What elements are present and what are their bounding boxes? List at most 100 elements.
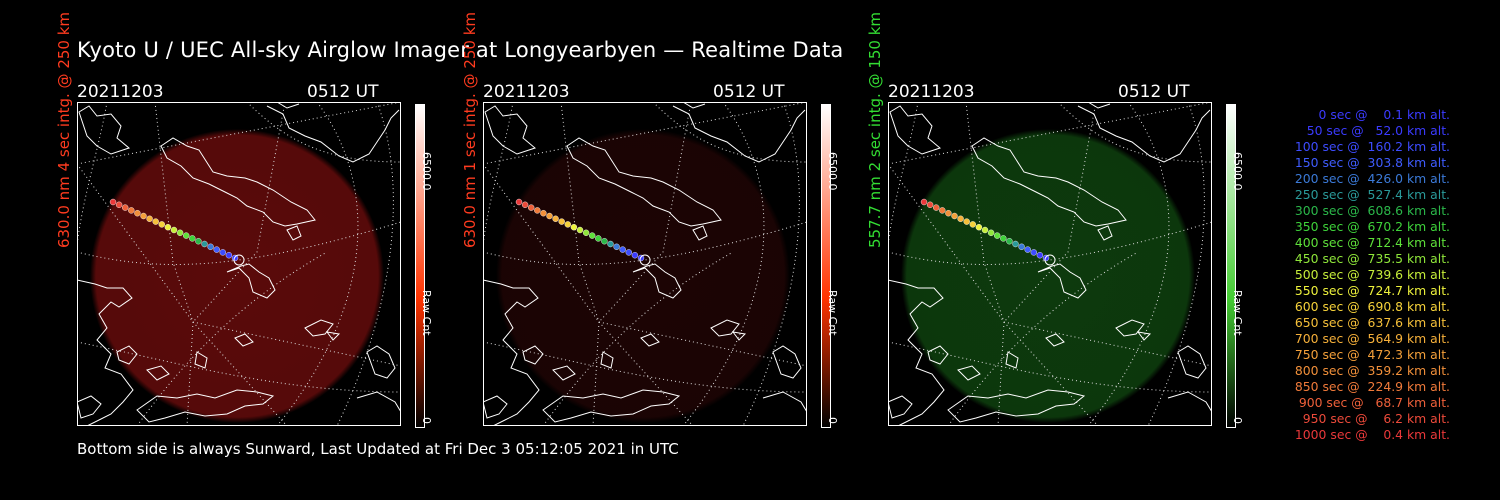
colorbar-max: 6500.0	[420, 152, 433, 191]
trajectory-point	[1042, 254, 1050, 262]
coastline	[888, 102, 1212, 426]
colorbar-min: 0	[1231, 417, 1244, 424]
trajectory-point	[576, 226, 584, 234]
legend-row: 150 sec @ 303.8 km alt.	[1290, 155, 1450, 170]
trajectory-point	[1030, 249, 1038, 256]
allsky-image	[77, 102, 401, 426]
trajectory-point	[128, 207, 135, 214]
colorbar-max: 6500.0	[1231, 152, 1244, 191]
panel-wavelength-label: 557.7 nm 2 sec intg. @ 150 km	[866, 11, 884, 249]
allsky-image	[483, 102, 807, 426]
trajectory-point	[926, 201, 934, 209]
legend-row: 500 sec @ 739.6 km alt.	[1290, 267, 1450, 282]
station-marker	[1044, 254, 1056, 266]
legend-row: 700 sec @ 564.9 km alt.	[1290, 331, 1450, 346]
legend-row: 0 sec @ 0.1 km alt.	[1306, 107, 1450, 122]
trajectory-point	[987, 229, 995, 237]
trajectory-point	[231, 254, 239, 262]
trajectory-point	[207, 243, 214, 251]
trajectory-point	[528, 204, 535, 211]
station-marker	[233, 254, 245, 266]
trajectory-point	[540, 209, 547, 217]
geo-grid	[483, 102, 807, 426]
coastline	[483, 102, 807, 426]
legend-row: 950 sec @ 6.2 km alt.	[1298, 411, 1450, 426]
station-marker	[639, 254, 651, 266]
trajectory-point	[515, 198, 523, 206]
footer-note: Bottom side is always Sunward, Last Upda…	[77, 440, 679, 458]
trajectory-point	[631, 251, 639, 259]
legend-row: 550 sec @ 724.7 km alt.	[1290, 283, 1450, 298]
legend-row: 200 sec @ 426.0 km alt.	[1290, 171, 1450, 186]
trajectory-point	[564, 221, 572, 228]
legend-row: 1000 sec @ 0.4 km alt.	[1294, 427, 1450, 442]
trajectory-point	[582, 229, 590, 237]
colorbar-min: 0	[826, 417, 839, 424]
trajectory-point	[951, 212, 958, 220]
trajectory-point	[134, 209, 141, 217]
trajectory-point	[140, 212, 147, 220]
trajectory-point	[195, 237, 202, 245]
page-title: Kyoto U / UEC All-sky Airglow Imager at …	[77, 38, 844, 62]
panel-time: 0512 UT	[307, 82, 379, 102]
colorbar-unit: Raw Cnt	[420, 290, 433, 336]
trajectory-point	[152, 218, 159, 225]
trajectory-point	[619, 246, 626, 253]
airglow-disk	[90, 129, 384, 423]
trajectory-point	[975, 223, 983, 231]
panel-wavelength-label: 630.0 nm 4 sec intg. @ 250 km	[55, 11, 73, 249]
airglow-disk	[496, 129, 790, 423]
panel-630nm-4sec: 20211203 0512 UT 630.0 nm 4 sec intg. @ …	[55, 12, 437, 432]
legend-row: 350 sec @ 670.2 km alt.	[1290, 219, 1450, 234]
colorbar	[1226, 104, 1236, 428]
panel-date: 20211203	[77, 82, 164, 102]
legend-row: 600 sec @ 690.8 km alt.	[1290, 299, 1450, 314]
trajectory-point	[1006, 237, 1013, 245]
trajectory-point	[109, 198, 117, 206]
map-frame	[483, 102, 807, 426]
trajectory-point	[625, 249, 633, 256]
satellite-trajectory	[920, 198, 1050, 262]
trajectory-point	[963, 218, 970, 225]
trajectory-point	[219, 249, 227, 256]
map-frame	[77, 102, 401, 426]
colorbar	[821, 104, 831, 428]
trajectory-point	[1018, 243, 1025, 251]
trajectory-point	[613, 243, 620, 251]
trajectory-point	[225, 251, 233, 259]
legend-row: 800 sec @ 359.2 km alt.	[1290, 363, 1450, 378]
trajectory-point	[637, 254, 645, 262]
trajectory-point	[981, 226, 989, 234]
trajectory-point	[164, 223, 172, 231]
colorbar-unit: Raw Cnt	[826, 290, 839, 336]
trajectory-point	[521, 201, 529, 209]
trajectory-point	[1024, 246, 1031, 253]
trajectory-point	[601, 237, 608, 245]
airglow-disk	[901, 129, 1195, 423]
coastline	[77, 102, 401, 426]
trajectory-point	[588, 232, 596, 239]
legend-row: 100 sec @ 160.2 km alt.	[1290, 139, 1450, 154]
trajectory-point	[182, 232, 190, 239]
panel-time: 0512 UT	[1118, 82, 1190, 102]
legend-row: 450 sec @ 735.5 km alt.	[1290, 251, 1450, 266]
trajectory-point	[993, 232, 1001, 239]
legend-row: 50 sec @ 52.0 km alt.	[1298, 123, 1450, 138]
satellite-trajectory	[109, 198, 239, 262]
trajectory-point	[1012, 240, 1019, 248]
trajectory-point	[534, 207, 541, 214]
trajectory-point	[595, 235, 602, 242]
satellite-trajectory	[515, 198, 645, 262]
colorbar-max: 6500.0	[826, 152, 839, 191]
panel-date: 20211203	[888, 82, 975, 102]
trajectory-point	[969, 221, 977, 228]
trajectory-point	[945, 209, 952, 217]
panel-date: 20211203	[483, 82, 570, 102]
trajectory-point	[115, 201, 123, 209]
trajectory-point	[146, 215, 153, 223]
legend-row: 750 sec @ 472.3 km alt.	[1290, 347, 1450, 362]
trajectory-point	[122, 204, 129, 211]
panel-time: 0512 UT	[713, 82, 785, 102]
geo-grid	[77, 102, 401, 426]
trajectory-point	[546, 212, 553, 220]
